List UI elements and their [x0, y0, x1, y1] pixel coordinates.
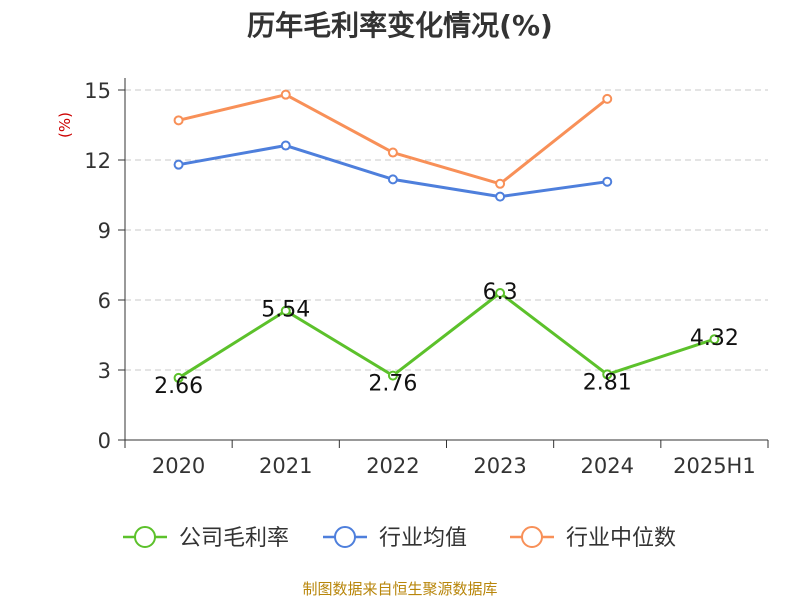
y-tick-label: 9: [98, 219, 111, 243]
legend-item[interactable]: 行业均值: [323, 526, 467, 551]
data-point: [280, 305, 291, 316]
data-point: [709, 334, 720, 345]
x-tick-label: 2023: [473, 454, 526, 478]
data-label: 6.3: [483, 280, 518, 305]
series-0: 2.66 5.54 2.76 6.3 2.81 4.32: [154, 280, 739, 399]
data-label: 2.76: [368, 372, 417, 397]
source-note: 制图数据来自恒生聚源数据库: [302, 580, 498, 598]
data-label: 5.54: [261, 298, 310, 323]
data-point: [495, 288, 506, 298]
y-axis-label: (%): [56, 112, 74, 138]
data-point: [495, 191, 506, 202]
data-point: [280, 140, 291, 151]
data-point: [387, 370, 398, 381]
legend-label: 行业均值: [379, 526, 467, 551]
data-label: 2.81: [583, 370, 632, 395]
data-point: [280, 89, 291, 100]
data-point: [602, 176, 613, 187]
legend-label: 公司毛利率: [179, 526, 289, 551]
series-line: [178, 93, 609, 186]
legend-marker: [521, 526, 543, 548]
data-point: [173, 159, 184, 170]
data-label: 2.66: [154, 374, 203, 399]
series-layer: 2.66 5.54 2.76 6.3 2.81 4.32: [154, 89, 739, 399]
x-tick-label: 2021: [259, 454, 312, 478]
grid-lines: [125, 89, 768, 371]
data-point: [602, 369, 613, 380]
x-tick-label: 2020: [152, 454, 205, 478]
y-tick-label: 6: [98, 289, 111, 313]
y-tick-label: 0: [98, 429, 111, 453]
legend-marker: [334, 526, 356, 548]
data-point: [173, 372, 184, 383]
series-2: [173, 89, 613, 189]
data-label: 4.32: [690, 326, 739, 351]
data-point: [173, 115, 184, 126]
legend-label: 行业中位数: [566, 526, 676, 551]
series-1: [173, 140, 613, 202]
series-line: [177, 291, 715, 380]
x-tick-label: 2024: [581, 454, 634, 478]
data-point: [387, 147, 398, 158]
legend-marker: [134, 526, 156, 548]
y-tick-label: 3: [98, 359, 111, 383]
y-tick-label: 12: [84, 149, 111, 173]
data-point: [387, 174, 398, 185]
legend: 公司毛利率 行业均值 行业中位数: [123, 526, 676, 551]
axes: 0 3 6 9 12 15 2020 2021 2022 2023 2024 2025H1 (%): [56, 78, 769, 478]
x-tick-label: 2022: [366, 454, 419, 478]
chart-title: 历年毛利率变化情况(%): [247, 9, 553, 42]
y-tick-label: 15: [84, 79, 111, 103]
data-point: [495, 178, 506, 189]
x-tick-label: 2025H1: [673, 454, 756, 478]
data-point: [602, 93, 613, 104]
legend-item[interactable]: 行业中位数: [510, 526, 676, 551]
legend-item[interactable]: 公司毛利率: [123, 526, 289, 551]
